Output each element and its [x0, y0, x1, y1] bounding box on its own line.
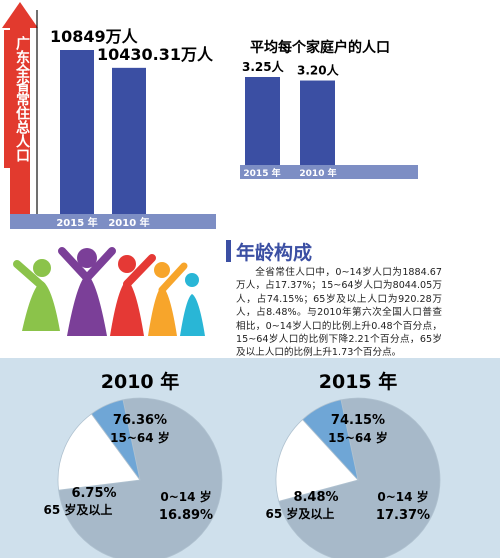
person-figure-purple	[58, 247, 116, 336]
pie-2010-label-range-65plus: 65 岁及以上	[44, 502, 113, 517]
person-figure-cyan	[180, 273, 205, 336]
pie-2010-label-pct-65plus: 6.75%	[71, 486, 116, 501]
pie-2015	[275, 397, 441, 558]
household-size-chart: 平均每个家庭户的人口 3.25人 3.20人 2015 年 2010 年	[240, 39, 418, 179]
pie-2010-label-pct-15-64: 76.36%	[113, 413, 167, 428]
pie-2010-label-range-15-64: 15~64 岁	[110, 430, 170, 445]
pie-2015-label-range-15-64: 15~64 岁	[328, 430, 388, 445]
bar1-tick-2015: 2015 年	[56, 216, 97, 229]
pie-2015-label-pct-65plus: 8.48%	[293, 490, 338, 505]
bar2-bar-2015	[245, 77, 280, 165]
pie-2010-label-range-0-14: 0~14 岁	[160, 489, 211, 504]
bar2-value-2010: 3.20人	[297, 63, 340, 78]
pie-2010-slice-65plus	[90, 399, 141, 481]
bar1-tick-2010: 2010 年	[108, 216, 149, 229]
bar1-bar-2015	[60, 50, 94, 214]
pie-2015-label-range-65plus: 65 岁及以上	[266, 506, 335, 521]
pie-2010-label-pct-0-14: 16.89%	[159, 508, 213, 523]
pie-2015-slice-0-14	[275, 419, 359, 502]
section-marker	[226, 240, 231, 262]
pie-2015-label-pct-15-64: 74.15%	[331, 413, 385, 428]
person-figure-red	[110, 254, 156, 336]
bar1-value-2015: 10849万人	[50, 27, 139, 46]
bar2-value-2015: 3.25人	[242, 59, 285, 74]
bar1-bar-2010	[112, 67, 146, 214]
section-header: 年龄构成	[226, 240, 312, 264]
people-illustration	[13, 247, 205, 336]
pie-2010-title: 2010 年	[101, 370, 180, 393]
age-pie-charts: 2010 年 2015 年 76.36% 15~64 岁 0~14 岁 16.8…	[0, 358, 500, 558]
bar2-title: 平均每个家庭户的人口	[250, 39, 390, 56]
age-composition-text: 全省常住人口中，0~14岁人口为1884.67万人，占17.37%；15~64岁…	[236, 267, 442, 359]
pie-2015-title: 2015 年	[319, 370, 398, 393]
pie-2010-slice-15-64	[58, 397, 223, 558]
bar2-x-axis	[240, 165, 418, 179]
bar1-value-2010: 10430.31万人	[97, 45, 214, 64]
person-figure-orange	[148, 262, 188, 336]
pie-2015-slice-15-64	[278, 397, 441, 558]
pie-2010	[57, 397, 223, 558]
pie-2010-slice-0-14	[57, 413, 141, 491]
section-title: 年龄构成	[236, 241, 312, 264]
person-figure-green	[13, 259, 60, 331]
bar2-tick-2015: 2015 年	[243, 167, 280, 179]
bar2-bar-2010	[300, 80, 335, 165]
total-population-chart: 10849万人 10430.31万人 2015 年 2010 年	[10, 10, 216, 229]
pie-2015-label-pct-0-14: 17.37%	[376, 508, 430, 523]
bar2-tick-2010: 2010 年	[299, 167, 336, 179]
pie-2015-label-range-0-14: 0~14 岁	[377, 489, 428, 504]
bar1-x-axis	[10, 214, 216, 229]
population-axis-label: 广东全省常住总人口	[4, 30, 30, 168]
pie-2015-slice-65plus	[302, 399, 359, 482]
